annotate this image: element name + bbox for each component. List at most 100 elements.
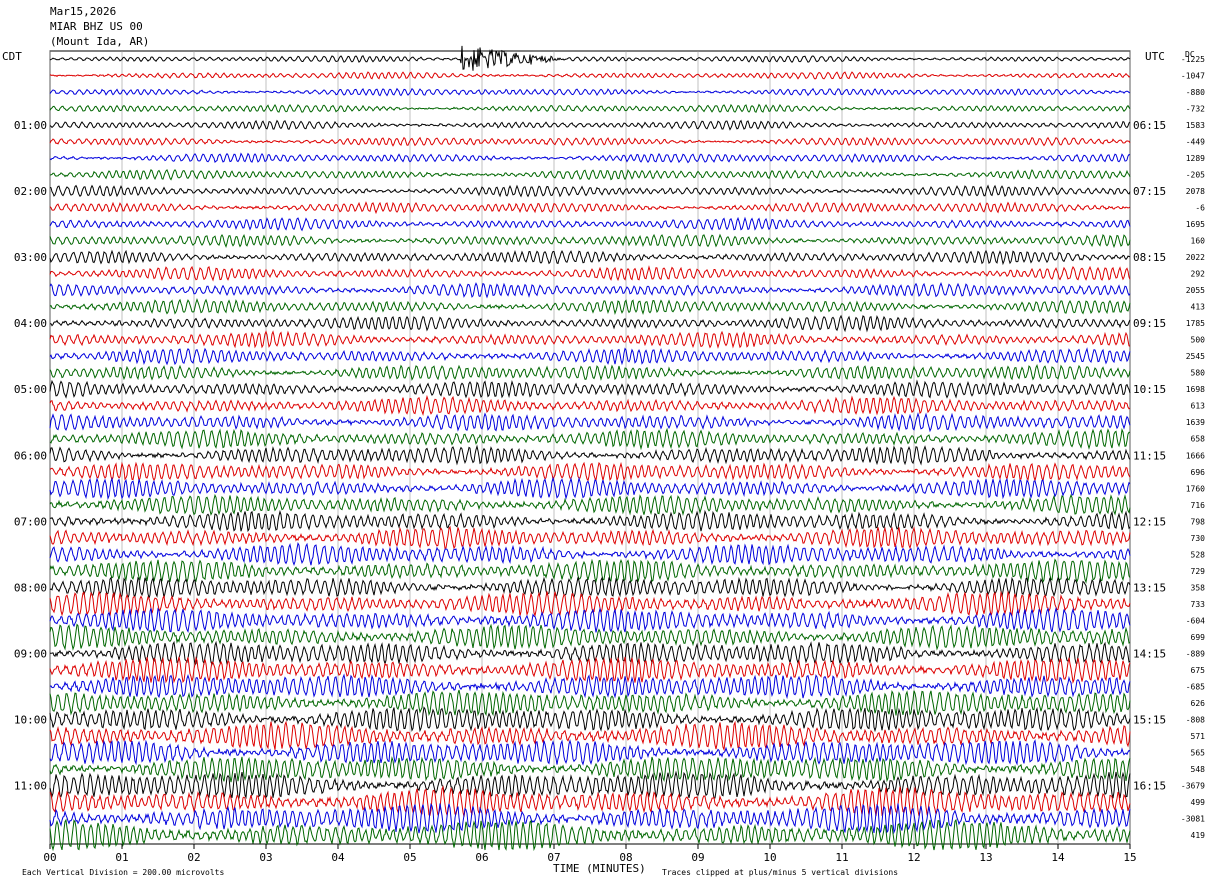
x-tick-label: 10 [763, 851, 776, 864]
trace-line [49, 590, 1131, 618]
trace-line [49, 347, 1131, 366]
cdt-hour-label: 03:00 [14, 251, 47, 264]
trace-line [49, 803, 1131, 835]
dc-offset-label: 730 [1191, 534, 1206, 543]
trace-line [49, 152, 1131, 164]
dc-offset-label: 1695 [1186, 220, 1205, 229]
dc-offset-label: 696 [1191, 468, 1206, 477]
x-tick-label: 02 [187, 851, 200, 864]
dc-offset-label: -880 [1186, 88, 1205, 97]
cdt-hour-label: 07:00 [14, 515, 47, 528]
dc-offset-label: 1666 [1186, 451, 1205, 460]
trace-line [49, 249, 1131, 266]
trace-line [49, 623, 1131, 651]
trace-line [49, 558, 1131, 584]
dc-offset-label: 571 [1191, 732, 1206, 741]
cdt-hour-labels: 01:00 02:00 03:00 04:00 05:00 06:00 07:00 08:00… [14, 119, 47, 792]
dc-offset-label: -449 [1186, 138, 1205, 147]
trace-line [49, 282, 1131, 299]
dc-offset-label: 548 [1191, 765, 1206, 774]
trace-line [49, 640, 1131, 666]
trace-line [49, 412, 1131, 433]
cdt-hour-label: 10:00 [14, 713, 47, 726]
dc-offset-label: 2022 [1186, 253, 1205, 262]
trace-line [49, 201, 1131, 215]
trace-line [49, 394, 1131, 417]
trace-line [49, 785, 1131, 817]
trace-line [49, 71, 1131, 80]
dc-offset-label: 729 [1191, 567, 1206, 576]
x-tick-label: 04 [331, 851, 345, 864]
utc-hour-label: 09:15 [1133, 317, 1166, 330]
dc-offset-label: 613 [1191, 402, 1206, 411]
utc-hour-label: 06:15 [1133, 119, 1166, 132]
trace-line [49, 184, 1131, 198]
trace-line [49, 493, 1131, 517]
trace-line [49, 818, 1131, 852]
left-timezone-label: CDT [2, 50, 22, 63]
trace-line [49, 119, 1131, 131]
dc-offset-label: 733 [1191, 600, 1206, 609]
trace-line [49, 297, 1131, 316]
utc-hour-label: 08:15 [1133, 251, 1166, 264]
trace-line [49, 739, 1131, 766]
dc-offset-label: 413 [1191, 303, 1206, 312]
dc-offset-label: 1785 [1186, 319, 1205, 328]
x-tick-label: 13 [979, 851, 992, 864]
x-tick-label: 07 [547, 851, 560, 864]
trace-line [49, 216, 1131, 232]
trace-line [49, 509, 1131, 533]
trace-line [49, 461, 1131, 483]
dc-offset-label: 675 [1191, 666, 1206, 675]
location-label: (Mount Ida, AR) [50, 35, 150, 48]
dc-offset-label: 160 [1191, 237, 1206, 246]
trace-line [49, 656, 1131, 684]
dc-offset-label: 499 [1191, 798, 1206, 807]
cdt-hour-label: 04:00 [14, 317, 47, 330]
trace-line [49, 427, 1131, 451]
dc-offset-label: 716 [1191, 501, 1206, 510]
x-tick-label: 09 [691, 851, 704, 864]
dc-offset-label: 358 [1191, 583, 1206, 592]
dc-offset-label: -3679 [1181, 781, 1205, 790]
footer-scale-note: Each Vertical Division = 200.00 microvol… [22, 868, 225, 877]
trace-line [49, 265, 1131, 282]
trace-line [49, 103, 1131, 113]
trace-line [50, 314, 1131, 333]
dc-offset-label: 528 [1191, 550, 1206, 559]
trace-line [49, 606, 1131, 634]
utc-hour-label: 13:15 [1133, 581, 1166, 594]
dc-label: DC [1185, 50, 1195, 59]
dc-offset-label: 580 [1191, 369, 1206, 378]
utc-hour-label: 15:15 [1133, 713, 1166, 726]
dc-offset-label: 1698 [1186, 385, 1205, 394]
dc-offset-label: -3081 [1181, 814, 1205, 823]
x-tick-label: 14 [1051, 851, 1065, 864]
dc-offset-label: -604 [1186, 616, 1205, 625]
trace-line [49, 136, 1131, 147]
utc-hour-labels: 06:15 07:15 08:15 09:15 10:15 11:15 12:15 13:15… [1133, 119, 1166, 792]
utc-hour-label: 11:15 [1133, 449, 1166, 462]
trace-line [49, 45, 1131, 71]
dc-offset-label: 419 [1191, 831, 1206, 840]
trace-line [49, 379, 1131, 399]
dc-offset-label: 1289 [1186, 154, 1205, 163]
station-label: MIAR BHZ US 00 [50, 20, 143, 33]
dc-offset-label: 2055 [1186, 286, 1205, 295]
trace-line [49, 330, 1131, 349]
date-label: Mar15,2026 [50, 5, 117, 18]
trace-line [49, 576, 1131, 601]
dc-offset-label: -732 [1186, 105, 1205, 114]
dc-offset-label: 1760 [1186, 484, 1205, 493]
utc-hour-label: 07:15 [1133, 185, 1166, 198]
trace-line [49, 720, 1131, 752]
x-tick-label: 01 [115, 851, 128, 864]
x-tick-label: 12 [907, 851, 920, 864]
dc-offset-label: 2078 [1186, 187, 1205, 196]
trace-line [49, 525, 1131, 550]
x-tick-label: 05 [403, 851, 416, 864]
cdt-hour-label: 11:00 [14, 779, 47, 792]
dc-offset-label: 2545 [1186, 352, 1205, 361]
x-tick-label: 08 [619, 851, 632, 864]
